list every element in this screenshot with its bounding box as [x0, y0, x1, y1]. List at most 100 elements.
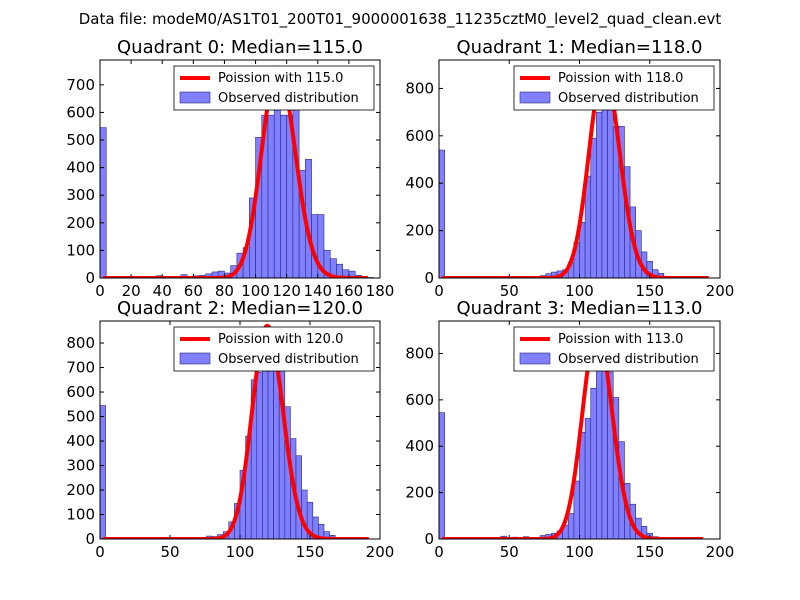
quadrant-3-xtick-label-0: 0	[434, 543, 444, 561]
quadrant-0-ytick-label-7: 700	[66, 76, 95, 94]
quadrant-0-xtick-label-1: 20	[122, 282, 141, 300]
quadrant-3-ytick-label-3: 600	[405, 391, 434, 409]
quadrant-0-ytick-label-3: 300	[66, 186, 95, 204]
quadrant-3-xtick-label-4: 200	[706, 543, 735, 561]
quadrant-0-legend-observed-label: Observed distribution	[218, 91, 359, 106]
quadrant-0-ytick-label-5: 500	[66, 131, 95, 149]
quadrant-2-xtick-label-0: 0	[95, 543, 105, 561]
quadrant-1-xtick-label-2: 100	[565, 282, 594, 300]
quadrant-3-ytick-label-2: 400	[405, 437, 434, 455]
quadrant-3-legend-bar-swatch	[519, 352, 551, 365]
quadrant-2-title: Quadrant 2: Median=120.0	[117, 298, 363, 319]
quadrant-2-bar-12	[256, 372, 263, 539]
quadrant-1-ytick-label-2: 400	[405, 174, 434, 192]
quadrant-1-legend-bar-swatch	[519, 91, 551, 104]
quadrant-0-xtick-label-5: 100	[241, 282, 270, 300]
quadrant-0-xtick-label-0: 0	[95, 282, 105, 300]
quadrant-3-panel: Quadrant 3: Median=113.0 0 50 100 150 200 0 200…	[405, 298, 734, 561]
quadrant-3-legend: Poission with 113.0 Observed distribution	[513, 326, 715, 372]
quadrant-1-ytick-label-4: 800	[405, 79, 434, 97]
quadrant-2-legend-observed-label: Observed distribution	[218, 352, 359, 367]
quadrant-0-bar-0	[100, 127, 107, 278]
quadrant-0-legend-poisson-label: Poission with 115.0	[218, 71, 343, 86]
quadrant-0-panel: Quadrant 0: Median=115.00 20 40 60 80 100 120 1…	[66, 37, 394, 300]
quadrant-0-bar-22	[273, 103, 281, 278]
quadrant-3-bars	[439, 346, 659, 539]
quadrant-0-bar-29	[317, 214, 325, 278]
quadrant-3-bar-15	[584, 418, 592, 539]
quadrant-0-poisson-curve	[102, 65, 368, 278]
quadrant-1-legend-observed-label: Observed distribution	[558, 91, 699, 106]
quadrant-0-xtick-label-2: 40	[153, 282, 172, 300]
quadrant-0-legend-bar-swatch	[179, 91, 211, 104]
quadrant-2-ytick-label-0: 0	[85, 530, 95, 548]
quadrant-0-bar-21	[267, 114, 275, 278]
quadrant-0-xtick-label-7: 140	[303, 282, 332, 300]
quadrant-2-xtick-label-4: 200	[366, 543, 395, 561]
quadrant-1-xtick-label-4: 200	[706, 282, 735, 300]
quadrant-2-xtick-label-1: 50	[160, 543, 179, 561]
quadrant-1-ytick-label-3: 600	[405, 127, 434, 145]
quadrant-2-legend-bar-swatch	[179, 352, 211, 365]
quadrant-2-ytick-label-3: 300	[66, 457, 95, 475]
quadrant-1-ytick-label-0: 0	[424, 269, 434, 287]
quadrant-3-bar-17	[596, 360, 603, 539]
quadrant-2-legend: Poission with 120.0 Observed distribution	[173, 326, 375, 372]
quadrant-1-xtick-label-3: 150	[635, 282, 664, 300]
quadrant-2-legend-poisson-label: Poission with 120.0	[218, 332, 343, 347]
quadrant-3-legend-observed-label: Observed distribution	[558, 352, 699, 367]
quadrant-2-ytick-label-2: 200	[66, 481, 95, 499]
quadrant-0-xtick-label-3: 60	[184, 282, 203, 300]
quadrant-2-panel: Quadrant 2: Median=120.0 0 50 100 150 200 0 100…	[66, 298, 394, 561]
quadrant-1-bar-14	[590, 137, 597, 278]
quadrant-0-bars	[100, 103, 375, 278]
quadrant-2-xtick-label-2: 100	[226, 543, 255, 561]
quadrant-2-ytick-label-7: 700	[66, 359, 95, 377]
quadrant-0-ytick-label-1: 100	[66, 241, 95, 259]
quadrant-3-ytick-label-1: 200	[405, 484, 434, 502]
quadrant-0-bar-23	[280, 114, 287, 278]
quadrant-0-xtick-label-6: 120	[272, 282, 301, 300]
quadrant-3-bar-13	[573, 480, 580, 539]
quadrant-3-title: Quadrant 3: Median=113.0	[457, 298, 703, 319]
quadrant-1-bar-15	[596, 111, 603, 278]
quadrant-2-ytick-label-4: 400	[66, 432, 95, 450]
quadrant-2-bar-0	[100, 405, 106, 539]
quadrant-0-ytick-label-6: 600	[66, 103, 95, 121]
quadrant-1-panel: Quadrant 1: Median=118.0 0 50 100 150 200 0 200…	[405, 37, 734, 300]
quadrant-1-xtick-label-0: 0	[434, 282, 444, 300]
quadrant-3-xtick-label-1: 50	[500, 543, 519, 561]
quadrant-0-xtick-label-4: 80	[215, 282, 234, 300]
quadrant-2-bar-13	[262, 347, 269, 539]
quadrant-2-ytick-label-6: 600	[66, 383, 95, 401]
quadrant-1-legend-poisson-label: Poission with 118.0	[558, 71, 683, 86]
quadrant-3-xtick-label-3: 150	[635, 543, 664, 561]
quadrant-2-ytick-label-5: 500	[66, 408, 95, 426]
quadrant-0-axes-frame	[99, 59, 381, 279]
quadrant-3-bar-0	[439, 412, 445, 539]
quadrant-0-xtick-label-8: 160	[335, 282, 364, 300]
quadrant-1-legend: Poission with 118.0 Observed distribution	[513, 65, 715, 111]
quadrant-1-ytick-label-1: 200	[405, 222, 434, 240]
quadrant-0-xtick-label-9: 180	[366, 282, 395, 300]
quadrant-0-ytick-label-0: 0	[85, 269, 95, 287]
quadrant-0-ytick-label-4: 400	[66, 159, 95, 177]
quadrant-1-title: Quadrant 1: Median=118.0	[457, 37, 703, 58]
quadrant-3-ytick-label-4: 800	[405, 344, 434, 362]
quadrant-3-bar-16	[590, 387, 597, 539]
quadrant-0-title: Quadrant 0: Median=115.0	[117, 37, 363, 58]
quadrant-0-legend: Poission with 115.0 Observed distribution	[173, 65, 375, 111]
quadrant-2-ytick-label-1: 100	[66, 506, 95, 524]
quadrant-1-bar-0	[439, 149, 445, 278]
quadrant-3-xtick-label-2: 100	[565, 543, 594, 561]
quadrant-2-xtick-label-3: 150	[296, 543, 325, 561]
quadrant-3-bar-12	[567, 513, 575, 539]
figure-title: Data file: modeM0/AS1T01_200T01_90000016…	[79, 10, 722, 29]
quadrant-1-bar-16	[601, 90, 608, 278]
quadrant-3-ytick-label-0: 0	[424, 530, 434, 548]
quadrant-3-legend-poisson-label: Poission with 113.0	[558, 332, 683, 347]
quadrant-1-xtick-label-1: 50	[500, 282, 519, 300]
quadrant-2-ytick-label-8: 800	[66, 334, 95, 352]
